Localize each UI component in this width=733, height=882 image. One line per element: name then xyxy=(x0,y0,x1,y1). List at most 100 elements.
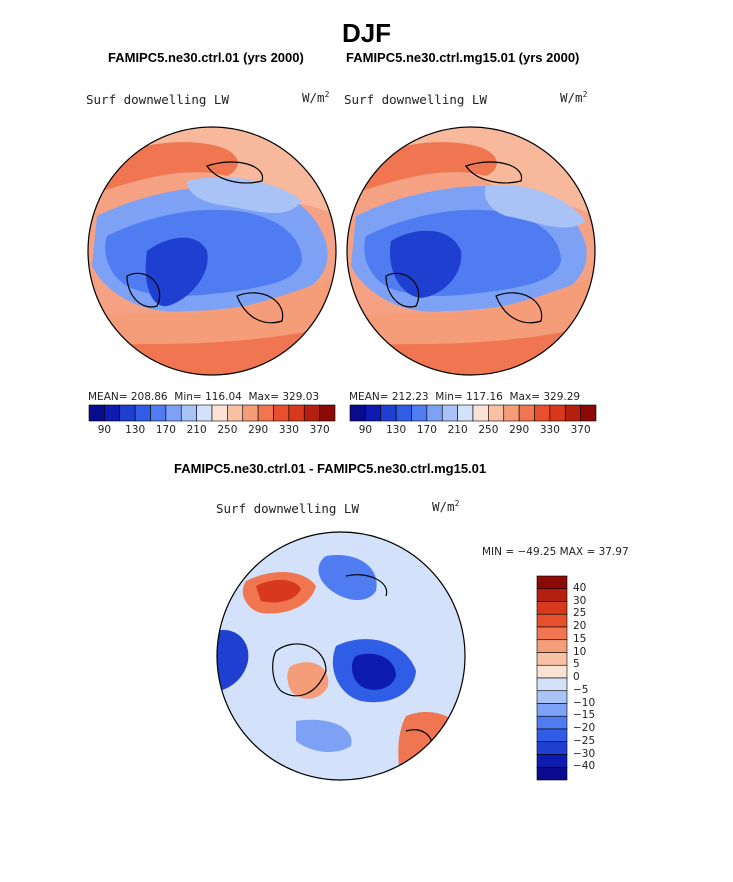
right-colorbar xyxy=(349,404,597,422)
left-colorbar-box xyxy=(104,404,121,422)
diff-map-positive-northwest-core xyxy=(256,579,301,603)
right-colorbar-box xyxy=(503,404,520,422)
right-colorbar-tick-label: 130 xyxy=(386,424,407,436)
diff-map-positive-greenland xyxy=(287,662,329,699)
left-colorbar-tick-label: 250 xyxy=(217,424,238,436)
diff-map-negative-south xyxy=(296,719,352,753)
diff-colorbar-labels: 40 30 25 20 15 10 5 0 −5 −10 −15 −20 −25 −30 −40 xyxy=(573,576,613,780)
left-colorbar-box xyxy=(257,404,274,422)
diff-panel-case: FAMIPC5.ne30.ctrl.01 - FAMIPC5.ne30.ctrl… xyxy=(174,461,487,476)
right-map-siberia-band xyxy=(484,185,586,228)
diff-colorbar-label: 20 xyxy=(573,620,587,632)
figure-title: DJF xyxy=(341,18,392,48)
left-colorbar-ticks: 90 130 170 210 250 290 330 370 xyxy=(89,424,335,438)
left-colorbar-box xyxy=(150,404,167,422)
right-stats: MEAN= 212.23 Min= 117.16 Max= 329.29 xyxy=(349,391,580,403)
left-colorbar-tick-label: 290 xyxy=(248,424,269,436)
left-colorbar-tick-label: 170 xyxy=(155,424,176,436)
right-colorbar-tick-label: 330 xyxy=(539,424,560,436)
left-polar-map xyxy=(87,126,337,376)
left-variable-label: Surf downwelling LW xyxy=(86,92,229,107)
diff-colorbar-box xyxy=(536,588,568,602)
right-colorbar-box xyxy=(472,404,489,422)
diff-colorbar-box xyxy=(536,613,568,628)
right-colorbar-box xyxy=(380,404,397,422)
left-mean: MEAN= 208.86 xyxy=(88,391,168,403)
diff-colorbar-box xyxy=(536,690,568,704)
right-colorbar-tick-label: 250 xyxy=(478,424,499,436)
left-map-siberia-band xyxy=(187,177,302,213)
diff-colorbar-label: −30 xyxy=(573,747,596,760)
diff-colorbar-box xyxy=(536,703,568,717)
diff-colorbar-label: 10 xyxy=(573,645,587,658)
left-min: Min= 116.04 xyxy=(174,391,242,403)
right-min: Min= 117.16 xyxy=(435,391,503,403)
right-max: Max= 329.29 xyxy=(509,391,581,403)
left-colorbar-box xyxy=(211,404,228,422)
left-map-border xyxy=(87,126,337,376)
left-map-coastlines xyxy=(126,161,284,324)
diff-colorbar-box xyxy=(536,652,568,666)
diff-colorbar-box xyxy=(536,754,568,768)
diff-units-label: W/m2 xyxy=(432,499,459,514)
left-stats: MEAN= 208.86 Min= 116.04 Max= 329.03 xyxy=(88,391,319,403)
left-colorbar xyxy=(88,404,336,422)
right-colorbar-box xyxy=(518,404,535,422)
right-colorbar-box xyxy=(411,404,428,422)
diff-map-negative-west xyxy=(217,630,249,691)
right-colorbar-box xyxy=(564,404,581,422)
diff-colorbar-label: 15 xyxy=(573,632,587,645)
diff-colorbar-box xyxy=(536,639,568,653)
left-colorbar-box xyxy=(134,404,151,422)
diff-colorbar-label: −25 xyxy=(573,734,596,747)
diff-colorbar-label: 25 xyxy=(573,607,587,620)
right-map-coastlines xyxy=(385,161,543,324)
left-units-label: W/m2 xyxy=(302,90,329,105)
left-colorbar-box xyxy=(88,404,105,422)
left-units-base: W/m xyxy=(302,90,325,106)
right-colorbar-box xyxy=(580,404,597,422)
diff-map-positive-southeast xyxy=(398,712,461,780)
right-colorbar-box xyxy=(395,404,412,422)
diff-colorbar-box xyxy=(536,626,568,641)
diff-map-border xyxy=(216,531,466,781)
left-colorbar-box xyxy=(180,404,197,422)
diff-colorbar-label: −15 xyxy=(573,709,596,722)
right-colorbar-tick-label: 290 xyxy=(509,424,530,436)
right-mean: MEAN= 212.23 xyxy=(349,391,429,403)
diff-units-exp: 2 xyxy=(454,499,460,508)
left-panel-case: FAMIPC5.ne30.ctrl.01 (yrs 2000) xyxy=(108,50,304,65)
right-colorbar-box xyxy=(426,404,443,422)
left-max: Max= 329.03 xyxy=(248,391,320,403)
left-colorbar-tick-label: 130 xyxy=(125,424,146,436)
right-variable-label: Surf downwelling LW xyxy=(344,92,487,107)
diff-colorbar-box xyxy=(536,728,568,743)
left-colorbar-tick-label: 330 xyxy=(278,424,299,436)
diff-colorbar-label: 0 xyxy=(573,671,580,683)
right-colorbar-box xyxy=(441,404,458,422)
diff-colorbar-box xyxy=(536,715,568,730)
right-colorbar-box xyxy=(549,404,566,422)
diff-colorbar-label: −5 xyxy=(573,683,589,696)
diff-colorbar-label: 30 xyxy=(573,594,587,607)
diff-units-base: W/m xyxy=(432,499,455,515)
right-panel-case: FAMIPC5.ne30.ctrl.mg15.01 (yrs 2000) xyxy=(346,50,580,65)
diff-map-negative-north xyxy=(318,555,377,601)
left-colorbar-box xyxy=(242,404,259,422)
left-colorbar-box xyxy=(165,404,182,422)
left-colorbar-box xyxy=(227,404,244,422)
diff-colorbar xyxy=(536,575,568,781)
diff-colorbar-label: −10 xyxy=(573,696,596,709)
diff-variable-label: Surf downwelling LW xyxy=(216,501,359,516)
diff-map-negative-east-core xyxy=(351,653,396,690)
left-colorbar-box xyxy=(196,404,213,422)
diff-colorbar-box xyxy=(536,741,568,755)
left-colorbar-box xyxy=(319,404,336,422)
right-colorbar-box xyxy=(488,404,505,422)
diff-colorbar-label: −20 xyxy=(573,722,596,734)
diff-colorbar-box xyxy=(536,766,568,781)
right-colorbar-box xyxy=(457,404,474,422)
right-colorbar-tick-label: 370 xyxy=(570,424,591,436)
right-colorbar-tick-label: 210 xyxy=(447,424,468,436)
left-colorbar-tick-label: 210 xyxy=(186,424,207,436)
